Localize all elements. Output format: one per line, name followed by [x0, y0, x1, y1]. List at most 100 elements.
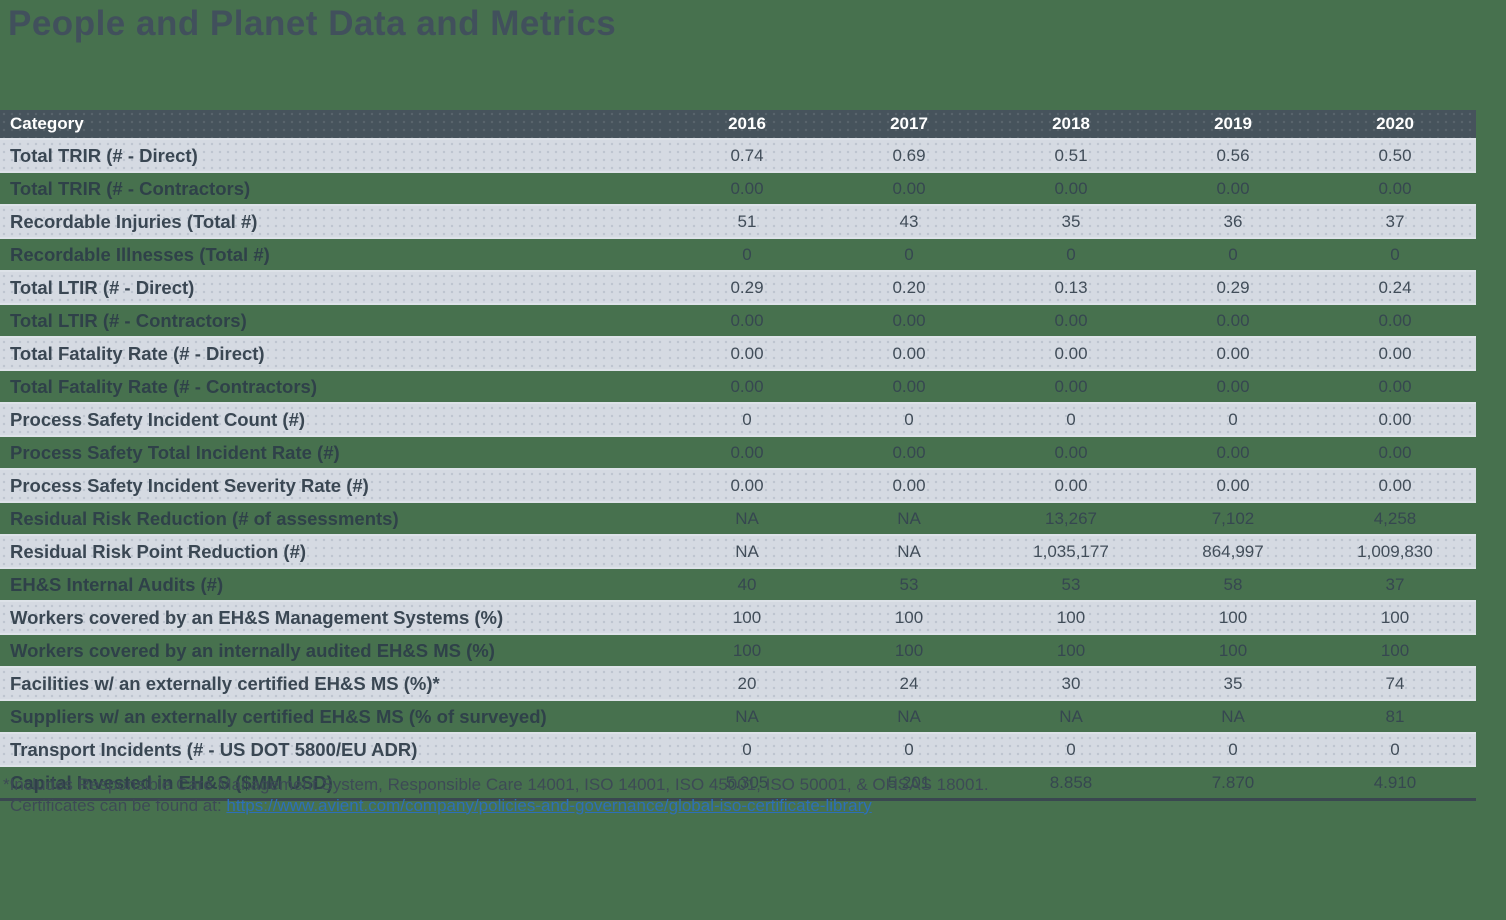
table-row: Process Safety Incident Severity Rate (#… [0, 468, 1476, 503]
cell-value: 81 [1385, 706, 1405, 726]
cell-value: 0.00 [892, 376, 926, 396]
cell-value: 74 [1314, 666, 1476, 701]
cell-value: 0 [990, 402, 1152, 437]
footnote: *Includes Responsible Care Management Sy… [3, 775, 989, 816]
row-label: Capital Invested in EH&S ($MM USD) [10, 771, 333, 793]
cell-value: 5.201 [887, 772, 931, 792]
cell-value: 0 [1152, 402, 1314, 437]
column-header-year: 2018 [990, 110, 1152, 139]
table-row: Residual Risk Reduction (# of assessment… [0, 502, 1476, 535]
table-row: Process Safety Incident Count (#) 0 0 0 0 0.0… [0, 402, 1476, 437]
cell-value: 30 [990, 666, 1152, 701]
cell-value: 0.50 [1314, 138, 1476, 173]
cell-value: 7.870 [1211, 772, 1255, 792]
table-row: Facilities w/ an externally certified EH… [0, 666, 1476, 701]
cell-value: 1,035,177 [990, 534, 1152, 569]
row-label: Workers covered by an EH&S Management Sy… [0, 600, 666, 635]
cell-value: 100 [990, 600, 1152, 635]
cell-value: 0.00 [1314, 336, 1476, 371]
row-label: Total LTIR (# - Contractors) [10, 309, 247, 331]
cell-value: 100 [666, 600, 828, 635]
cell-value: 0.00 [1314, 402, 1476, 437]
row-label: Facilities w/ an externally certified EH… [0, 666, 666, 701]
cell-value: 43 [828, 204, 990, 239]
cell-value: 53 [1061, 574, 1081, 594]
cell-value: 35 [1152, 666, 1314, 701]
cell-value: 0.20 [828, 270, 990, 305]
cell-value: NA [1059, 706, 1083, 726]
row-label: Total TRIR (# - Direct) [0, 138, 666, 173]
cell-value: 51 [666, 204, 828, 239]
cell-value: 0.00 [1152, 336, 1314, 371]
cell-value: 0.29 [666, 270, 828, 305]
row-label: Total LTIR (# - Direct) [0, 270, 666, 305]
table-header-row: Category 2016 2017 2018 2019 2020 [0, 110, 1476, 139]
table-row: Workers covered by an internally audited… [0, 634, 1476, 667]
table-row: EH&S Internal Audits (#) 40 53 53 58 37 [0, 568, 1476, 601]
table-row: Residual Risk Point Reduction (#) NA NA 1,0… [0, 534, 1476, 569]
table-row: Recordable Illnesses (Total #) 0 0 0 0 0 [0, 238, 1476, 271]
cell-value: NA [1221, 706, 1245, 726]
cell-value: 0.00 [666, 468, 828, 503]
cell-value: 0.00 [990, 336, 1152, 371]
cell-value: 100 [1314, 600, 1476, 635]
cell-value: 58 [1223, 574, 1243, 594]
table-row: Suppliers w/ an externally certified EH&… [0, 700, 1476, 733]
cell-value: 0 [666, 402, 828, 437]
table-row: Total LTIR (# - Contractors) 0.00 0.00 0.00… [0, 304, 1476, 337]
cell-value: 0.00 [1378, 376, 1412, 396]
cell-value: 0.29 [1152, 270, 1314, 305]
cell-value: 37 [1385, 574, 1405, 594]
cell-value: 0 [990, 732, 1152, 767]
cell-value: 24 [828, 666, 990, 701]
table-row: Transport Incidents (# - US DOT 5800/EU … [0, 732, 1476, 767]
cell-value: 5.305 [725, 772, 769, 792]
cell-value: 0.00 [1216, 310, 1250, 330]
cell-value: 100 [1218, 640, 1248, 660]
row-label: Transport Incidents (# - US DOT 5800/EU … [0, 732, 666, 767]
cell-value: 40 [737, 574, 757, 594]
cell-value: 100 [894, 640, 924, 660]
cell-value: 1,009,830 [1314, 534, 1476, 569]
footnote-line2-prefix: Certificates can be found at: [10, 795, 227, 815]
cell-value: 0.00 [828, 336, 990, 371]
cell-value: 4,258 [1373, 508, 1417, 528]
column-header-category: Category [0, 110, 666, 139]
row-label: Residual Risk Point Reduction (#) [0, 534, 666, 569]
cell-value: 0 [742, 244, 752, 264]
cell-value: 0.00 [1054, 442, 1088, 462]
cell-value: 0.00 [892, 310, 926, 330]
table-row: Total TRIR (# - Direct) 0.74 0.69 0.51 0.56 0… [0, 138, 1476, 173]
cell-value: NA [828, 534, 990, 569]
row-label: Total Fatality Rate (# - Contractors) [10, 375, 318, 397]
cell-value: 8.858 [1049, 772, 1093, 792]
cell-value: 0.51 [990, 138, 1152, 173]
cell-value: 0 [1228, 244, 1238, 264]
cell-value: 0.00 [666, 336, 828, 371]
row-label: Residual Risk Reduction (# of assessment… [10, 507, 399, 529]
cell-value: 4.910 [1373, 772, 1417, 792]
cell-value: 0.00 [730, 310, 764, 330]
table-row: Total TRIR (# - Contractors) 0.00 0.00 0.00… [0, 172, 1476, 205]
cell-value: 0.24 [1314, 270, 1476, 305]
cell-value: 0.00 [892, 442, 926, 462]
cell-value: 100 [828, 600, 990, 635]
cell-value: 0 [1152, 732, 1314, 767]
cell-value: NA [666, 534, 828, 569]
cell-value: 0.13 [990, 270, 1152, 305]
cell-value: 0.00 [1378, 310, 1412, 330]
row-label: Process Safety Incident Severity Rate (#… [0, 468, 666, 503]
column-header-year: 2017 [828, 110, 990, 139]
cell-value: 0 [1390, 244, 1400, 264]
cell-value: 0.74 [666, 138, 828, 173]
column-header-year: 2019 [1152, 110, 1314, 139]
cell-value: NA [735, 706, 759, 726]
certificates-link[interactable]: https://www.avient.com/company/policies-… [226, 795, 872, 815]
table-row: Total Fatality Rate (# - Direct) 0.00 0.00… [0, 336, 1476, 371]
table-row: Process Safety Total Incident Rate (#) 0.… [0, 436, 1476, 469]
cell-value: 0.00 [1054, 178, 1088, 198]
table-row: Workers covered by an EH&S Management Sy… [0, 600, 1476, 635]
cell-value: 0.00 [1216, 178, 1250, 198]
cell-value: 0.69 [828, 138, 990, 173]
cell-value: 0.00 [1314, 468, 1476, 503]
